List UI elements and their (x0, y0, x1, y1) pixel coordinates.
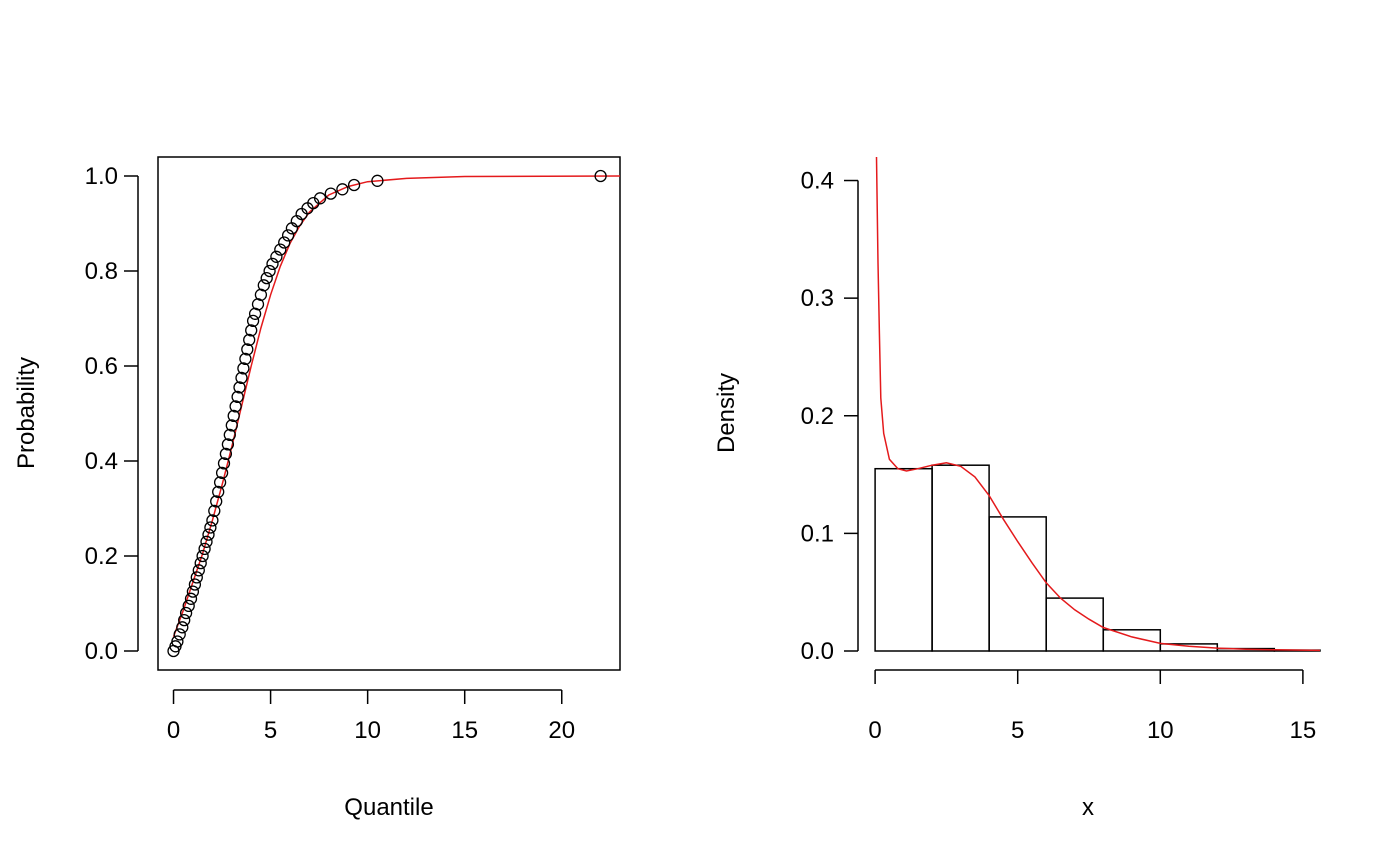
ecdf-point (245, 324, 258, 337)
ecdf-point (184, 592, 198, 605)
ecdf-point (313, 192, 327, 205)
histogram-bar (1045, 597, 1104, 652)
ecdf-point (594, 169, 607, 183)
ecdf-point (206, 514, 219, 527)
ecdf-x-axis-title: Quantile (344, 794, 433, 821)
ecdf-point (225, 419, 238, 432)
histogram-bars (874, 464, 1321, 652)
ecdf-point (278, 236, 291, 249)
ecdf-x-tick-label: 15 (451, 717, 478, 744)
ecdf-point (182, 599, 195, 613)
ecdf-point (171, 635, 184, 648)
ecdf-point (178, 613, 191, 627)
density-line (875, 156, 1321, 652)
ecdf-point (213, 476, 227, 489)
ecdf-point (223, 428, 236, 442)
ecdf-point (347, 178, 361, 192)
ecdf-point (239, 352, 252, 366)
ecdf-y-tick-label: 0.0 (85, 638, 118, 665)
ecdf-point (212, 485, 225, 499)
ecdf-y-tick-label: 0.8 (85, 258, 118, 285)
ecdf-point (202, 528, 215, 541)
ecdf-point (260, 271, 273, 285)
ecdf-fitted-line (172, 175, 621, 638)
hist-x-tick-label: 0 (868, 717, 881, 744)
hist-x-axis-title: x (1082, 794, 1094, 821)
ecdf-point (237, 362, 250, 375)
hist-y-axis-title: Density (713, 373, 740, 453)
hist-y-tick-label: 0.2 (801, 403, 834, 430)
ecdf-point (194, 556, 207, 570)
density-curve (875, 156, 1321, 652)
ecdf-point (173, 628, 186, 641)
ecdf-point (188, 578, 202, 591)
ecdf-point (281, 229, 295, 242)
ecdf-point (336, 183, 349, 196)
hist-y-tick-label: 0.0 (801, 638, 834, 665)
histogram-bar (931, 464, 990, 652)
ecdf-point (179, 606, 193, 620)
hist-y-tick-label: 0.1 (801, 520, 834, 547)
hist-x-tick-label: 15 (1290, 717, 1317, 744)
hist-y-axis: 0.0 0.1 0.2 0.3 0.4 (801, 168, 859, 665)
ecdf-point (190, 571, 203, 584)
ecdf-point (196, 549, 209, 563)
ecdf-y-tick-label: 0.6 (85, 353, 118, 380)
ecdf-x-tick-label: 10 (354, 717, 381, 744)
hist-x-axis: 0 5 10 15 (868, 669, 1317, 744)
ecdf-point (219, 447, 233, 461)
ecdf-point (235, 371, 248, 385)
histogram-bar (988, 516, 1047, 652)
ecdf-points (167, 169, 607, 658)
ecdf-point (371, 174, 384, 187)
ecdf-point (198, 542, 211, 556)
ecdf-x-tick-label: 5 (264, 717, 277, 744)
ecdf-point (243, 333, 256, 347)
ecdf-point (241, 343, 254, 356)
ecdf-plot-frame (157, 156, 621, 671)
histogram-bar (1102, 629, 1162, 652)
ecdf-y-tick-label: 1.0 (85, 163, 118, 190)
ecdf-x-tick-label: 0 (167, 717, 180, 744)
ecdf-point (221, 438, 235, 451)
ecdf-point (270, 250, 283, 263)
ecdf-point (192, 564, 205, 577)
ecdf-point (257, 279, 270, 292)
ecdf-y-tick-label: 0.4 (85, 448, 118, 475)
ecdf-point (231, 390, 244, 404)
ecdf-point (204, 521, 217, 534)
ecdf-y-axis: 0.0 0.2 0.4 0.6 0.8 1.0 (85, 163, 139, 665)
ecdf-y-axis-title: Probability (13, 357, 40, 469)
hist-y-tick-label: 0.4 (801, 168, 834, 195)
ecdf-point (229, 400, 242, 413)
ecdf-chart: 0 5 10 15 20 0.0 0.2 0.4 0.6 0.8 1.0 Quantile Pro… (13, 156, 621, 821)
ecdf-y-tick-label: 0.2 (85, 543, 118, 570)
ecdf-fitted-curve (172, 175, 621, 638)
ecdf-point (274, 243, 287, 256)
ecdf-point (246, 314, 260, 328)
ecdf-point (263, 264, 276, 278)
ecdf-point (200, 535, 213, 548)
hist-x-tick-label: 5 (1011, 717, 1024, 744)
ecdf-point (176, 621, 189, 634)
ecdf-point (210, 495, 223, 508)
ecdf-point (227, 409, 240, 423)
ecdf-point (233, 381, 246, 394)
ecdf-x-axis: 0 5 10 15 20 (167, 689, 575, 744)
ecdf-point (186, 585, 200, 598)
histogram-bar (874, 467, 933, 652)
ecdf-x-tick-label: 20 (548, 717, 575, 744)
ecdf-point (217, 457, 231, 470)
ecdf-point (266, 257, 279, 271)
hist-x-tick-label: 10 (1147, 717, 1174, 744)
ecdf-point (208, 504, 221, 518)
ecdf-point (215, 466, 229, 480)
hist-y-tick-label: 0.3 (801, 285, 834, 312)
ecdf-point (324, 187, 337, 200)
histogram-chart: 0 5 10 15 0.0 0.1 0.2 0.3 0.4 x Density (713, 156, 1321, 821)
